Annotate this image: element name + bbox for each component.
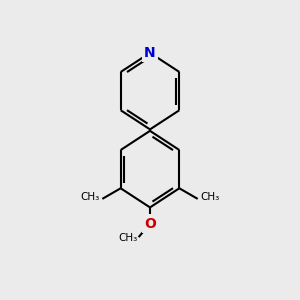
Text: CH₃: CH₃ [81, 192, 100, 203]
Text: N: N [144, 46, 156, 60]
Text: CH₃: CH₃ [118, 233, 137, 243]
Text: O: O [144, 217, 156, 231]
Text: CH₃: CH₃ [200, 192, 219, 203]
